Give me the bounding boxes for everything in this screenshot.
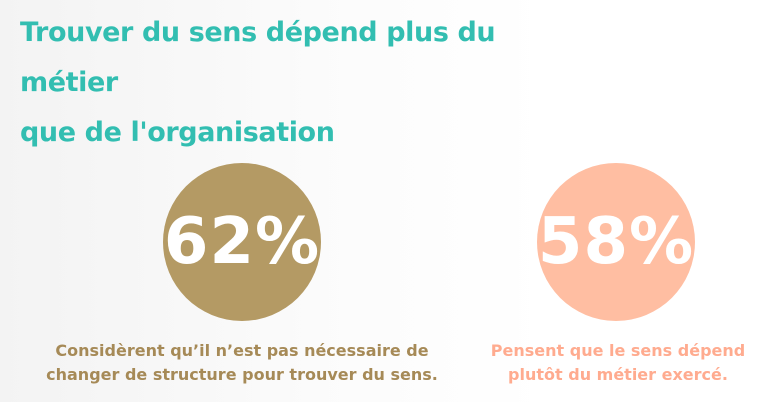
stat-value: 58% — [537, 205, 695, 279]
stat-value: 62% — [163, 205, 321, 279]
page-title: Trouver du sens dépend plus du métier qu… — [20, 8, 580, 158]
stat-caption-line: plutôt du métier exercé. — [508, 365, 728, 384]
stat-caption-line: Considèrent qu’il n’est pas nécessaire d… — [55, 341, 429, 360]
stat-circle-62: 62% — [163, 163, 321, 321]
page-title-line-2: que de l'organisation — [20, 117, 335, 148]
stat-caption-line: Pensent que le sens dépend — [490, 341, 746, 360]
stat-circle-58: 58% — [537, 163, 695, 321]
page-title-line-1: Trouver du sens dépend plus du métier — [20, 17, 496, 98]
stat-caption-line: changer de structure pour trouver du sen… — [46, 365, 438, 384]
stat-caption-left: Considèrent qu’il n’est pas nécessaire d… — [40, 339, 444, 387]
stat-caption-right: Pensent que le sens dépend plutôt du mét… — [486, 339, 750, 387]
